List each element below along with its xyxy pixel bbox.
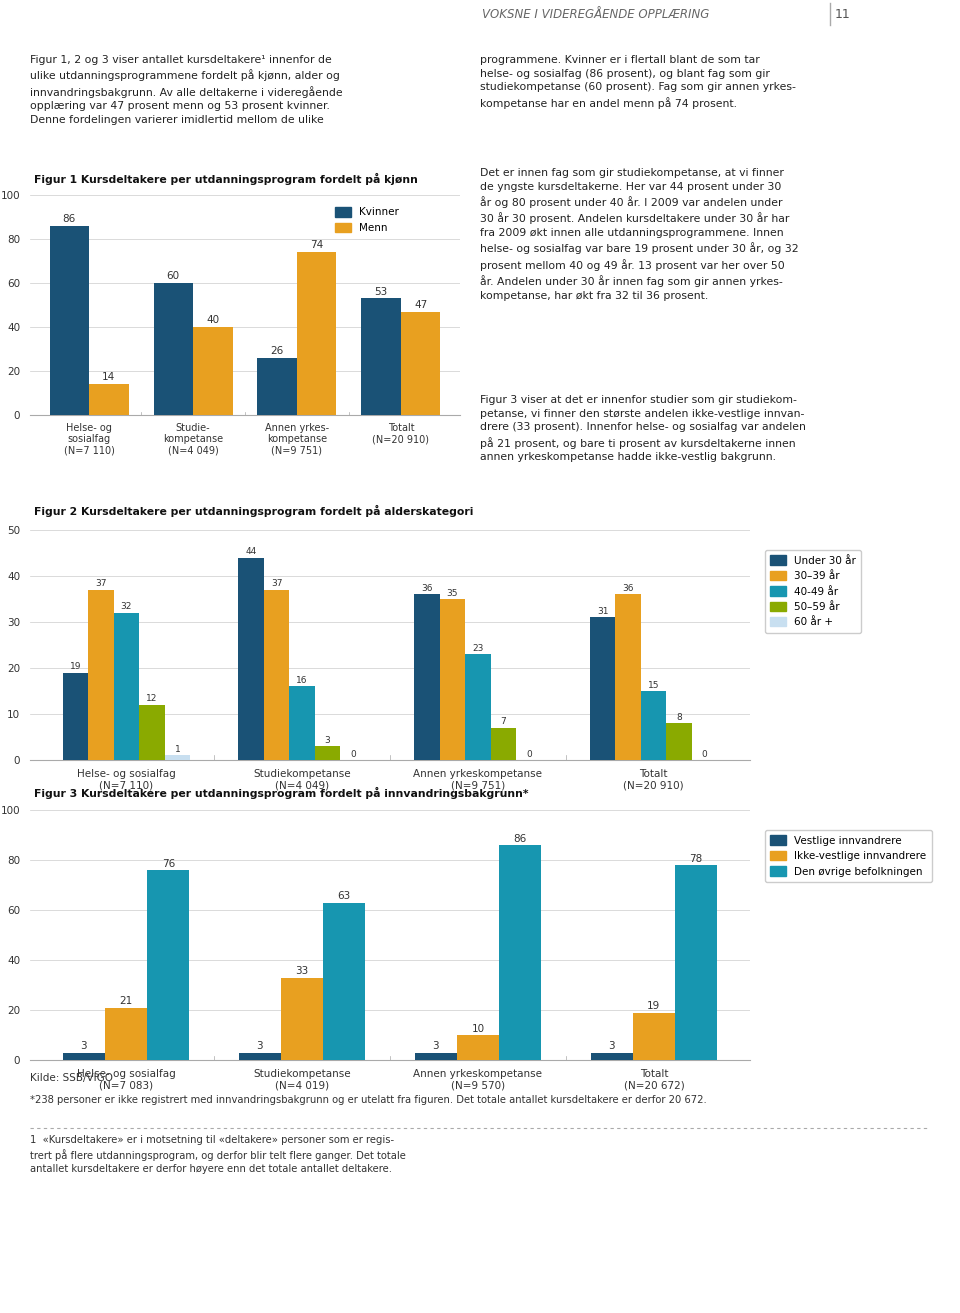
Text: 86: 86 (514, 834, 527, 844)
Bar (264, 590, 289, 760)
Bar (62, 1053, 105, 1060)
Text: 63: 63 (338, 892, 350, 901)
Text: Figur 1 Kursdeltakere per utdanningsprogram fordelt på kjønn: Figur 1 Kursdeltakere per utdanningsprog… (35, 173, 419, 185)
Bar (139, 705, 165, 760)
Bar (165, 755, 190, 760)
Bar (457, 1035, 499, 1060)
Text: 40: 40 (206, 315, 219, 326)
Legend: Kvinner, Menn: Kvinner, Menn (335, 207, 399, 232)
Legend: Vestlige innvandrere, Ikke-vestlige innvandrere, Den øvrige befolkningen: Vestlige innvandrere, Ikke-vestlige innv… (765, 830, 932, 882)
Bar (491, 727, 516, 760)
Bar (641, 691, 666, 760)
Text: 36: 36 (421, 584, 433, 593)
Text: 23: 23 (472, 643, 484, 653)
Text: 3: 3 (609, 1041, 615, 1052)
Text: Figur 3 Kursdeltakere per utdanningsprogram fordelt på innvandringsbakgrunn*: Figur 3 Kursdeltakere per utdanningsprog… (35, 786, 529, 800)
Bar (440, 599, 465, 760)
Text: VOKSNE I VIDEREGÅENDE OPPLÆRING: VOKSNE I VIDEREGÅENDE OPPLÆRING (482, 8, 708, 21)
Text: 37: 37 (95, 579, 107, 588)
Text: 78: 78 (689, 853, 703, 864)
Bar (499, 846, 541, 1060)
Bar (633, 1012, 675, 1060)
Bar (415, 1053, 457, 1060)
Text: Figur 2 Kursdeltakere per utdanningsprogram fordelt på alderskategori: Figur 2 Kursdeltakere per utdanningsprog… (35, 506, 474, 517)
Bar (666, 723, 692, 760)
Bar (401, 311, 441, 415)
Text: Kilde: SSB/VIGO: Kilde: SSB/VIGO (30, 1073, 113, 1083)
Text: 16: 16 (297, 676, 308, 685)
Text: 37: 37 (271, 579, 282, 588)
Bar (89, 385, 129, 415)
Text: 74: 74 (310, 240, 324, 251)
Bar (147, 871, 189, 1060)
Text: 15: 15 (648, 680, 660, 689)
Text: 86: 86 (62, 214, 76, 225)
Bar (105, 1007, 147, 1060)
Bar (589, 617, 615, 760)
Bar (154, 284, 193, 415)
Bar (238, 558, 264, 760)
Text: 3: 3 (256, 1041, 263, 1052)
Text: 10: 10 (471, 1024, 485, 1033)
Bar (465, 654, 491, 760)
Text: 12: 12 (146, 695, 157, 704)
Text: 0: 0 (350, 750, 356, 759)
Bar (324, 902, 366, 1060)
Bar (193, 327, 232, 415)
Bar (50, 226, 89, 415)
Text: 36: 36 (622, 584, 634, 593)
Text: 47: 47 (414, 299, 427, 310)
Bar (315, 746, 341, 760)
Text: 44: 44 (246, 548, 257, 557)
Text: 0: 0 (702, 750, 708, 759)
Text: 1  «Kursdeltakere» er i motsetning til «deltakere» personer som er regis-
trert : 1 «Kursdeltakere» er i motsetning til «d… (30, 1134, 406, 1174)
Text: 0: 0 (526, 750, 532, 759)
Text: 14: 14 (102, 373, 115, 382)
Text: 26: 26 (271, 347, 284, 356)
Bar (362, 298, 401, 415)
Bar (257, 358, 297, 415)
Text: 1: 1 (175, 744, 180, 754)
Bar (297, 252, 337, 415)
Text: 33: 33 (296, 966, 309, 977)
Text: *238 personer er ikke registrert med innvandringsbakgrunn og er utelatt fra figu: *238 personer er ikke registrert med inn… (30, 1095, 707, 1106)
Text: 53: 53 (374, 286, 388, 297)
Text: Kap 2: Kap 2 (906, 8, 947, 21)
Bar (239, 1053, 281, 1060)
Text: 3: 3 (324, 735, 330, 744)
Bar (414, 595, 440, 760)
Bar (615, 595, 641, 760)
Bar (88, 590, 113, 760)
Text: 31: 31 (597, 607, 609, 616)
Bar (62, 672, 88, 760)
Text: Figur 1, 2 og 3 viser antallet kursdeltakere¹ innenfor de
ulike utdanningsprogra: Figur 1, 2 og 3 viser antallet kursdelta… (30, 55, 343, 125)
Text: 60: 60 (167, 272, 180, 281)
Bar (289, 687, 315, 760)
Bar (590, 1053, 633, 1060)
Bar (675, 865, 717, 1060)
Bar (281, 977, 324, 1060)
Text: 76: 76 (161, 859, 175, 869)
Text: 3: 3 (81, 1041, 87, 1052)
Text: 32: 32 (121, 603, 132, 612)
Text: 35: 35 (446, 588, 458, 597)
Text: 8: 8 (676, 713, 682, 722)
Legend: Under 30 år, 30–39 år, 40-49 år, 50–59 år, 60 år +: Under 30 år, 30–39 år, 40-49 år, 50–59 å… (765, 550, 861, 633)
Text: Det er innen fag som gir studiekompetanse, at vi finner
de yngste kursdeltakerne: Det er innen fag som gir studiekompetans… (480, 168, 799, 301)
Text: 19: 19 (647, 1002, 660, 1011)
Bar (113, 613, 139, 760)
Text: Figur 3 viser at det er innenfor studier som gir studiekom-
petanse, vi finner d: Figur 3 viser at det er innenfor studier… (480, 395, 805, 462)
Text: 3: 3 (432, 1041, 439, 1052)
Text: 21: 21 (119, 997, 132, 1006)
Text: programmene. Kvinner er i flertall blant de som tar
helse- og sosialfag (86 pros: programmene. Kvinner er i flertall blant… (480, 55, 796, 109)
Text: 19: 19 (70, 662, 82, 671)
Text: 11: 11 (835, 8, 851, 21)
Text: 7: 7 (500, 717, 506, 726)
